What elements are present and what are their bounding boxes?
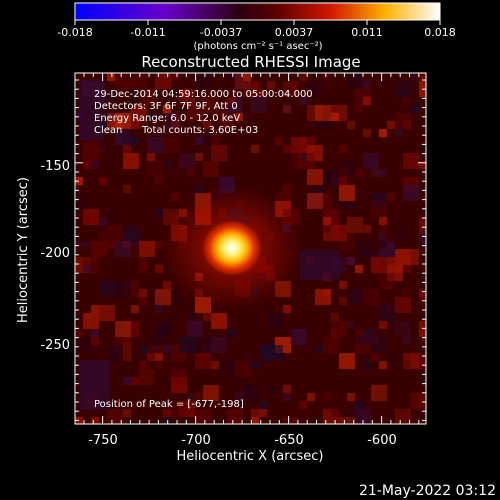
info-detectors: Detectors: 3F 6F 7F 9F, Att 0 [94, 101, 238, 112]
plot-frame [74, 72, 427, 425]
x-tick-label: -650 [274, 433, 304, 448]
rhessi-image [75, 73, 426, 424]
x-axis-label: Heliocentric X (arcsec) [177, 449, 324, 464]
y-tick-label: -200 [40, 246, 70, 261]
generation-timestamp: 21-May-2022 03:12 [359, 483, 496, 499]
colorbar-ticks [74, 20, 441, 25]
info-total-counts: Total counts: 3.60E+03 [141, 125, 258, 136]
colorbar-tick-label: 0.018 [424, 26, 456, 39]
x-tick-label: -700 [181, 433, 211, 448]
y-axis-label: Heliocentric Y (arcsec) [16, 177, 31, 323]
x-tick-label: -600 [367, 433, 397, 448]
y-tick-label: -150 [40, 159, 70, 174]
colorbar-tick-label: -0.0037 [200, 26, 242, 39]
info-method: Clean [94, 125, 122, 136]
info-time-range: 29-Dec-2014 04:59:16.000 to 05:00:04.000 [94, 89, 313, 100]
y-tick-label: -250 [40, 338, 70, 353]
colorbar-tick-label: -0.011 [130, 26, 165, 39]
info-energy-range: Energy Range: 6.0 - 12.0 keV [94, 113, 240, 124]
colorbar-units: (photons cm⁻² s⁻¹ asec⁻²) [193, 41, 322, 52]
colorbar [74, 2, 441, 21]
colorbar-tick-label: 0.0037 [275, 26, 314, 39]
colorbar-tick-label: 0.011 [351, 26, 383, 39]
plot-title: Reconstructed RHESSI Image [141, 53, 360, 71]
axis-ticks [75, 73, 426, 424]
x-tick-label: -750 [88, 433, 118, 448]
peak-position-label: Position of Peak = [-677,-198] [94, 399, 244, 410]
colorbar-tick-label: -0.018 [57, 26, 92, 39]
